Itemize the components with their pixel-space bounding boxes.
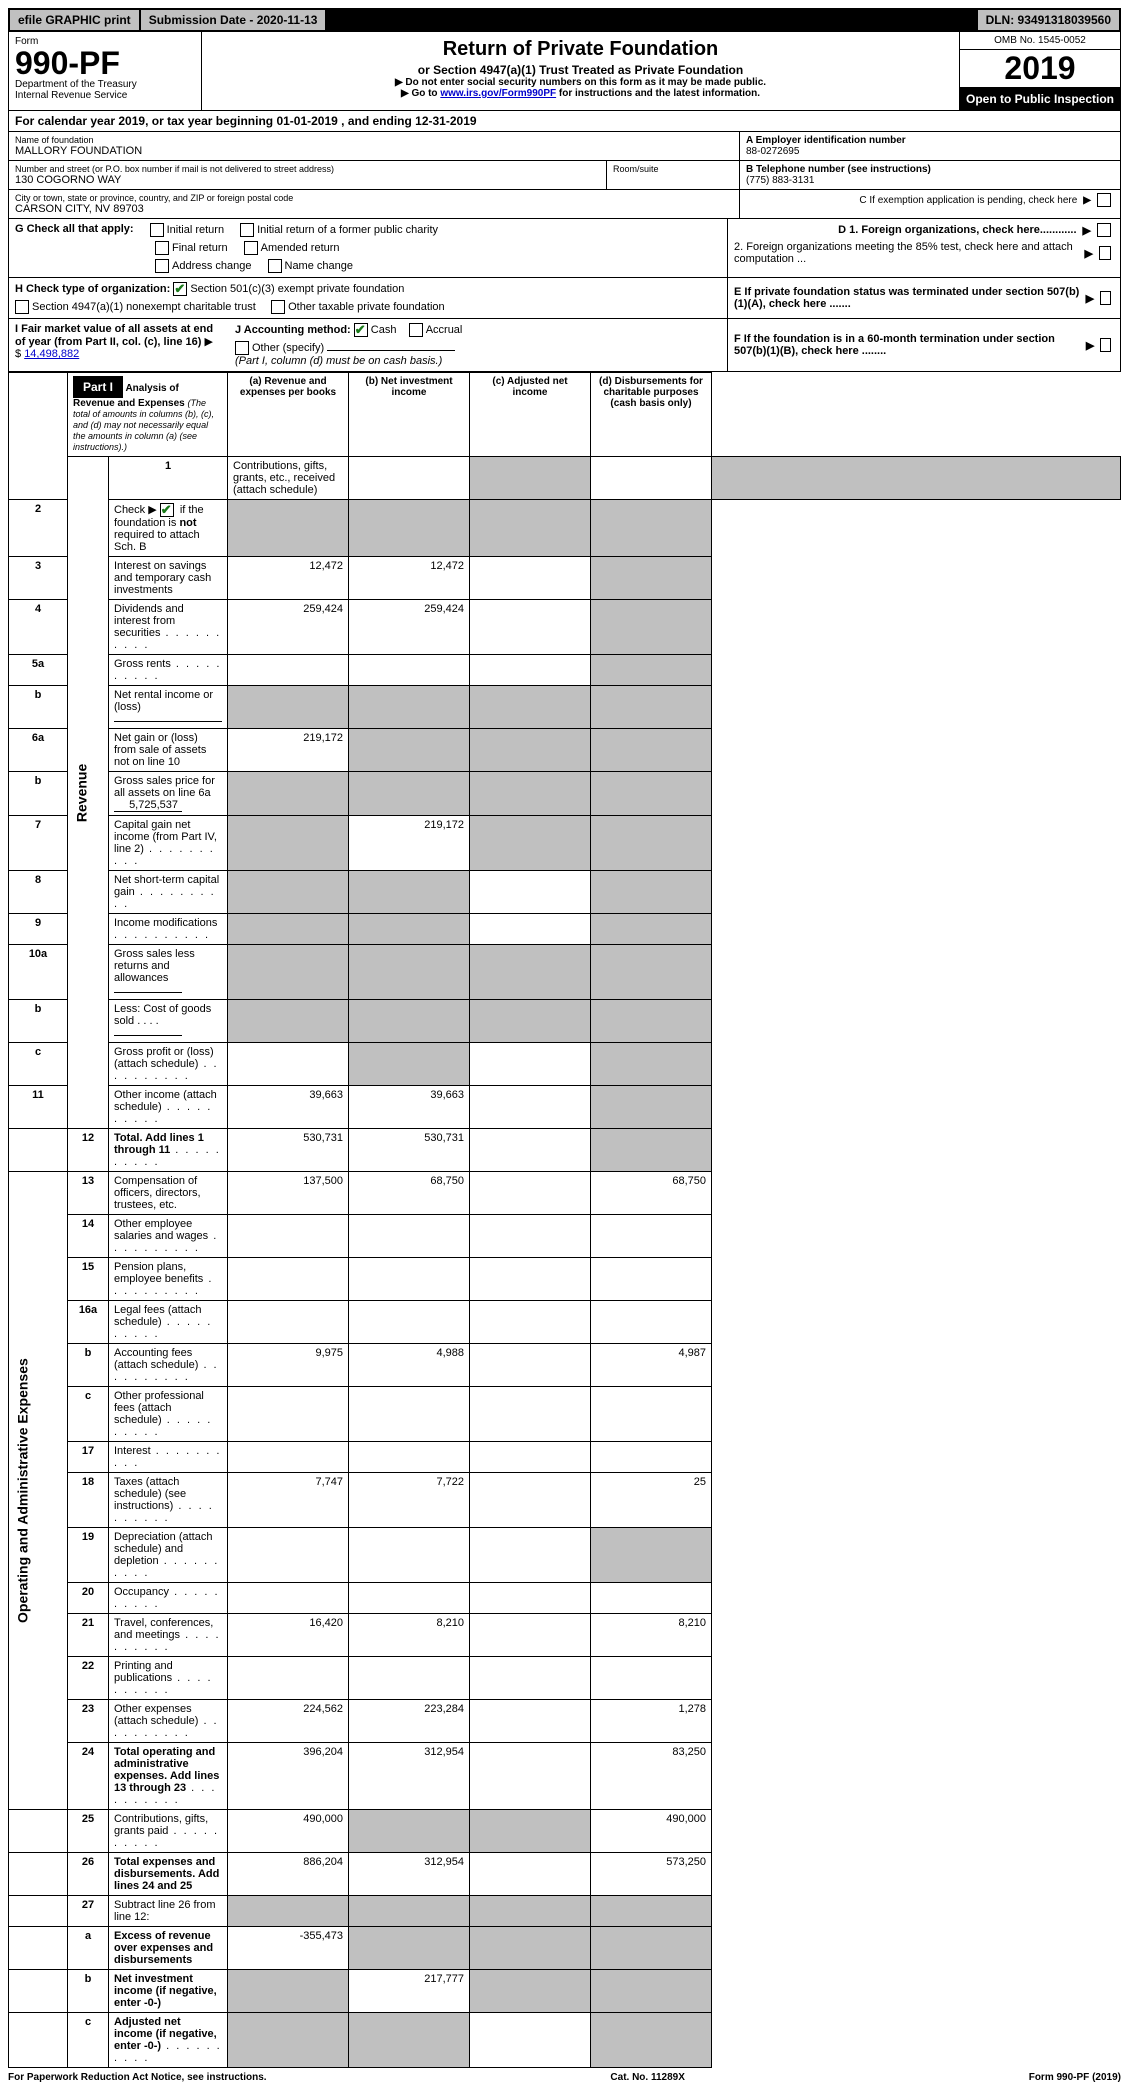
f-section: F If the foundation is in a 60-month ter… [728, 319, 1120, 371]
dept: Department of the Treasury [15, 79, 195, 90]
open-public: Open to Public Inspection [960, 88, 1120, 110]
top-bar: efile GRAPHIC print Submission Date - 20… [8, 8, 1121, 32]
col-c: (c) Adjusted net income [470, 373, 591, 457]
sec501-cb[interactable] [173, 282, 187, 296]
d1-cb[interactable] [1097, 223, 1111, 237]
f-cb[interactable] [1100, 338, 1111, 352]
c-check: C If exemption application is pending, c… [740, 190, 1120, 210]
header-note2: ▶ Go to www.irs.gov/Form990PF for instru… [208, 88, 953, 99]
i-j-left: I Fair market value of all assets at end… [9, 319, 728, 371]
part1-table: Part I Analysis of Revenue and Expenses … [8, 372, 1121, 2068]
d2-cb[interactable] [1099, 246, 1111, 260]
name-change-cb[interactable] [268, 259, 282, 273]
header-note1: ▶ Do not enter social security numbers o… [208, 77, 953, 88]
tax-year: 2019 [960, 50, 1120, 88]
foundation-name-cell: Name of foundation MALLORY FOUNDATION [9, 132, 739, 161]
part1-label: Part I [73, 376, 123, 398]
address-row: Number and street (or P.O. box number if… [9, 161, 739, 190]
accrual-cb[interactable] [409, 323, 423, 337]
header-left: Form 990-PF Department of the Treasury I… [9, 32, 202, 110]
h-block: H Check type of organization: Section 50… [8, 278, 1121, 319]
city-cell: City or town, state or province, country… [9, 190, 739, 218]
g-h-block: G Check all that apply: Initial return I… [8, 219, 1121, 278]
form-title: Return of Private Foundation [208, 38, 953, 61]
cash-cb[interactable] [354, 323, 368, 337]
dln: DLN: 93491318039560 [976, 10, 1119, 30]
i-j-block: I Fair market value of all assets at end… [8, 319, 1121, 372]
footer-center: Cat. No. 11289X [610, 2072, 684, 2083]
g-section: G Check all that apply: Initial return I… [9, 219, 728, 277]
other-method-cb[interactable] [235, 341, 249, 355]
schb-cb[interactable] [160, 503, 174, 517]
d-section: D 1. Foreign organizations, check here..… [728, 219, 1120, 277]
form-link[interactable]: www.irs.gov/Form990PF [440, 88, 556, 99]
final-return-cb[interactable] [155, 241, 169, 255]
initial-former-cb[interactable] [240, 223, 254, 237]
expenses-header: Operating and Administrative Expenses [9, 1172, 68, 1810]
header-center: Return of Private Foundation or Section … [202, 32, 959, 110]
e-section: E If private foundation status was termi… [728, 278, 1120, 318]
footer-right: Form 990-PF (2019) [1029, 2072, 1121, 2083]
col-a: (a) Revenue and expenses per books [228, 373, 349, 457]
ein-cell: A Employer identification number 88-0272… [740, 132, 1120, 161]
info-block: Name of foundation MALLORY FOUNDATION Nu… [8, 132, 1121, 219]
amended-return-cb[interactable] [244, 241, 258, 255]
submission-date: Submission Date - 2020-11-13 [141, 10, 328, 30]
phone-cell: B Telephone number (see instructions) (7… [740, 161, 1120, 190]
c-checkbox[interactable] [1097, 193, 1111, 207]
h-section: H Check type of organization: Section 50… [9, 278, 728, 318]
header-right: OMB No. 1545-0052 2019 Open to Public In… [959, 32, 1120, 110]
addr-change-cb[interactable] [155, 259, 169, 273]
efile-btn[interactable]: efile GRAPHIC print [10, 10, 141, 30]
form-subtitle: or Section 4947(a)(1) Trust Treated as P… [208, 63, 953, 77]
irs: Internal Revenue Service [15, 90, 195, 101]
info-right: A Employer identification number 88-0272… [739, 132, 1120, 218]
page-footer: For Paperwork Reduction Act Notice, see … [8, 2068, 1121, 2087]
calendar-year: For calendar year 2019, or tax year begi… [8, 111, 1121, 132]
col-d: (d) Disbursements for charitable purpose… [591, 373, 712, 457]
omb-no: OMB No. 1545-0052 [960, 32, 1120, 50]
e-cb[interactable] [1100, 291, 1111, 305]
initial-return-cb[interactable] [150, 223, 164, 237]
other-tax-cb[interactable] [271, 300, 285, 314]
info-left: Name of foundation MALLORY FOUNDATION Nu… [9, 132, 739, 218]
form-header: Form 990-PF Department of the Treasury I… [8, 32, 1121, 111]
revenue-header: Revenue [68, 457, 109, 1129]
footer-left: For Paperwork Reduction Act Notice, see … [8, 2072, 267, 2083]
room-suite: Room/suite [607, 161, 739, 189]
sec4947-cb[interactable] [15, 300, 29, 314]
col-b: (b) Net investment income [349, 373, 470, 457]
fmv-link[interactable]: 14,498,882 [24, 348, 79, 360]
form-number: 990-PF [15, 47, 195, 79]
